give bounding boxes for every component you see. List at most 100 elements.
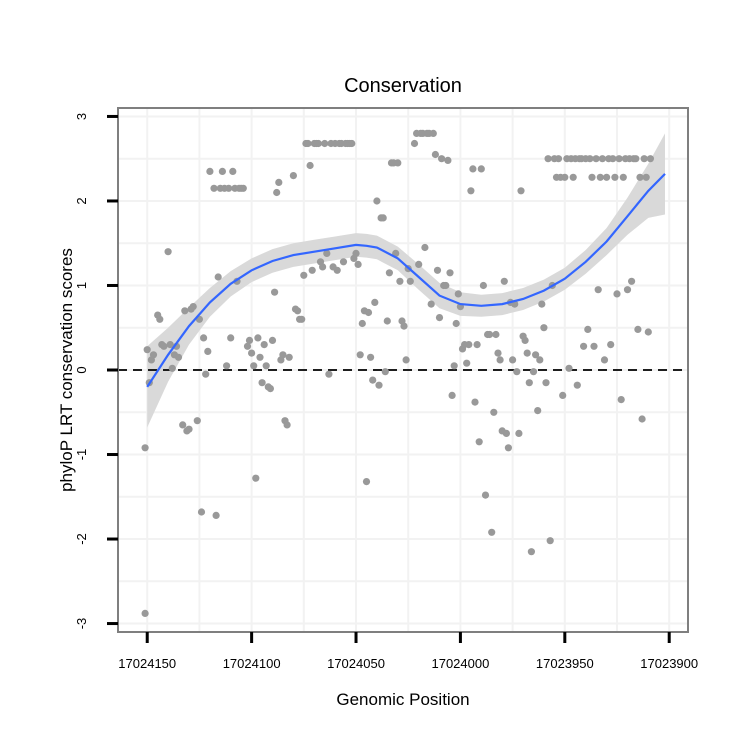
data-point (619, 173, 627, 181)
confidence-ribbon (147, 133, 665, 428)
data-point (164, 248, 172, 256)
data-point (438, 155, 446, 163)
data-point (321, 139, 329, 148)
data-point (410, 139, 419, 148)
data-point (248, 349, 256, 357)
data-point (632, 155, 640, 163)
data-point (427, 300, 435, 308)
data-point (294, 307, 302, 315)
data-point (212, 511, 220, 519)
data-point (218, 167, 226, 175)
data-point (463, 359, 471, 367)
data-point (573, 381, 581, 389)
data-point (168, 364, 176, 372)
data-point (181, 307, 189, 315)
data-point (481, 491, 490, 499)
data-point (479, 281, 487, 290)
data-point (421, 243, 429, 252)
data-point (590, 342, 598, 350)
data-point (394, 159, 402, 167)
data-point (339, 258, 348, 266)
data-point (260, 341, 268, 349)
data-point (607, 341, 615, 349)
data-point (141, 609, 149, 618)
data-point (204, 347, 212, 355)
smooth-line-layer (146, 173, 666, 388)
data-point (333, 266, 341, 274)
data-point (323, 249, 331, 257)
data-point (258, 379, 266, 387)
data-point (273, 188, 281, 197)
data-point (348, 139, 356, 148)
x-tick-label: 17024000 (431, 656, 489, 671)
data-point (262, 362, 270, 370)
data-point (544, 155, 552, 163)
data-point (444, 156, 452, 164)
chart-title: Conservation (344, 75, 462, 97)
data-point (490, 408, 498, 416)
data-point (634, 325, 642, 333)
data-point (494, 349, 502, 357)
data-point (525, 379, 533, 387)
data-point (513, 368, 521, 376)
data-point (538, 300, 546, 308)
data-point (298, 315, 306, 323)
y-tick-label: -1 (74, 449, 89, 461)
data-point (521, 336, 529, 344)
data-point (223, 362, 231, 370)
data-point (268, 336, 277, 344)
data-point (362, 478, 371, 486)
data-point (352, 249, 360, 257)
data-point (179, 421, 187, 429)
data-point (467, 187, 475, 195)
data-point (448, 391, 456, 399)
y-tick-label: -2 (74, 533, 89, 545)
data-point (471, 398, 479, 406)
smooth-line (146, 173, 666, 388)
y-tick-label: 1 (74, 282, 89, 289)
data-point (271, 288, 279, 296)
data-point (646, 155, 655, 163)
data-point (325, 370, 333, 378)
data-point (600, 356, 609, 364)
data-point (369, 376, 377, 384)
data-point (385, 269, 393, 277)
data-point (496, 356, 504, 364)
data-point (396, 277, 404, 285)
data-point (227, 334, 235, 342)
x-tick-label: 17024150 (118, 656, 176, 671)
data-point (433, 266, 442, 274)
data-point (515, 429, 523, 437)
data-point (229, 167, 237, 175)
data-point (289, 172, 297, 180)
data-point (452, 319, 460, 328)
data-point (592, 155, 600, 163)
data-point (283, 421, 291, 429)
data-point (306, 161, 314, 170)
data-point (429, 129, 437, 137)
x-tick-label: 17024100 (223, 656, 281, 671)
data-point (611, 173, 619, 181)
data-point (275, 178, 283, 186)
data-point (210, 184, 218, 192)
data-point (569, 173, 577, 181)
x-axis-label: Genomic Position (336, 690, 469, 709)
data-point (141, 444, 149, 452)
data-point (473, 341, 481, 349)
data-point (454, 290, 462, 298)
data-point (256, 353, 264, 361)
data-point (266, 385, 274, 393)
data-point (373, 197, 381, 205)
data-point (594, 286, 602, 294)
y-tick-label: 2 (74, 197, 89, 204)
data-point (492, 330, 500, 339)
data-point (586, 155, 594, 163)
data-point (504, 444, 512, 452)
data-point (166, 341, 174, 349)
data-point (542, 379, 550, 387)
data-point (584, 325, 592, 333)
y-axis-label: phyloP LRT conservation scores (57, 248, 76, 492)
data-point (381, 368, 389, 376)
data-point (354, 260, 362, 268)
data-point (469, 165, 477, 173)
